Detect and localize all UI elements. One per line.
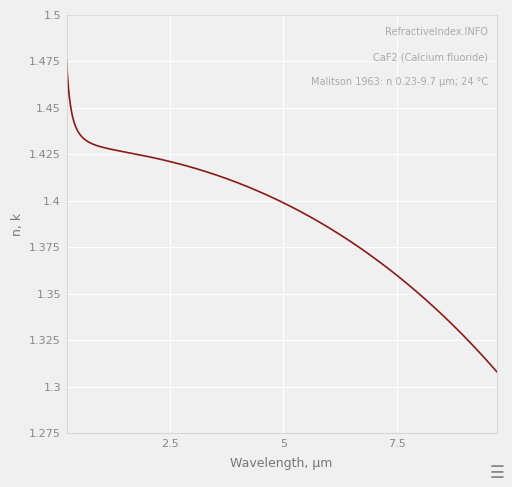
Text: Malitson 1963: n 0.23-9.7 μm; 24 °C: Malitson 1963: n 0.23-9.7 μm; 24 °C [311, 77, 488, 88]
Y-axis label: n, k: n, k [11, 212, 24, 236]
Text: CaF2 (Calcium fluoride): CaF2 (Calcium fluoride) [373, 52, 488, 62]
Text: RefractiveIndex.INFO: RefractiveIndex.INFO [385, 27, 488, 37]
Text: ☰: ☰ [489, 464, 504, 482]
X-axis label: Wavelength, μm: Wavelength, μm [230, 457, 333, 470]
